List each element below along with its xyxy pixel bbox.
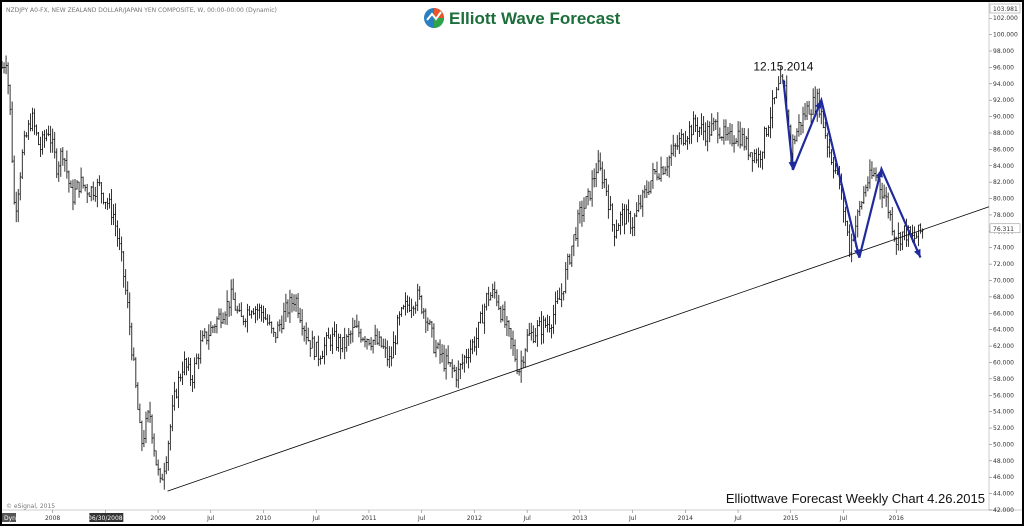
y-tick-label: 80.000 bbox=[993, 196, 1014, 203]
y-tick-label: 100.000 bbox=[993, 32, 1018, 39]
y-tick-label: 92.000 bbox=[993, 97, 1014, 104]
y-tick-label: 58.000 bbox=[993, 376, 1014, 383]
y-tick-label: 74.000 bbox=[993, 245, 1014, 252]
x-tick-label: Jul bbox=[628, 515, 637, 522]
y-tick-label: 56.000 bbox=[993, 392, 1014, 399]
wave-lines bbox=[782, 79, 922, 259]
x-tick-label: 2014 bbox=[678, 515, 693, 522]
last-price-label: 76.311 bbox=[993, 226, 1014, 233]
corner-label: Dyn bbox=[4, 515, 16, 522]
y-tick-label: 64.000 bbox=[993, 327, 1014, 334]
y-tick-label: 44.000 bbox=[993, 491, 1014, 498]
wave-arrowhead bbox=[815, 100, 822, 109]
x-tick-label: Jul bbox=[417, 515, 426, 522]
x-tick-label: 2008 bbox=[45, 515, 60, 522]
y-tick-label: 98.000 bbox=[993, 48, 1014, 55]
price-bars bbox=[0, 55, 924, 490]
y-tick-label: 68.000 bbox=[993, 294, 1014, 301]
x-tick-label: 06/30/2008 bbox=[88, 515, 123, 522]
y-tick-label: 66.000 bbox=[993, 310, 1014, 317]
trendline-group bbox=[167, 206, 990, 492]
y-tick-label: 42.000 bbox=[993, 507, 1014, 514]
x-tick-label: 2013 bbox=[572, 515, 587, 522]
y-tick-label: 102.000 bbox=[993, 15, 1018, 22]
y-tick-label: 94.000 bbox=[993, 81, 1014, 88]
annotations: 12.15.2014 bbox=[753, 60, 813, 74]
y-tick-label: 48.000 bbox=[993, 458, 1014, 465]
y-tick-label: 52.000 bbox=[993, 425, 1014, 432]
corner-button[interactable] bbox=[2, 513, 16, 522]
y-tick-label: 72.000 bbox=[993, 261, 1014, 268]
x-tick-label: Jul bbox=[206, 515, 215, 522]
time-axis bbox=[2, 510, 1022, 524]
y-axis-ticks: 102.000 100.000 98.000 96.000 94.000 92.000 90… bbox=[989, 3, 1021, 514]
x-tick-label: 2009 bbox=[150, 515, 165, 522]
wave-arrowhead bbox=[914, 248, 921, 258]
y-tick-label: 60.000 bbox=[993, 359, 1014, 366]
plot-area bbox=[2, 2, 989, 510]
x-axis-ticks: 2008 06/30/2008 2009 Jul 2010 Jul 2011 Jul 2012 J… bbox=[45, 510, 904, 522]
y-tick-label: 86.000 bbox=[993, 146, 1014, 153]
y-top-label: 103.981 bbox=[993, 6, 1018, 13]
y-top-box bbox=[989, 3, 1021, 14]
logo: Elliott Wave Forecast bbox=[424, 8, 621, 28]
x-tick-label: Jul bbox=[523, 515, 532, 522]
y-tick-label: 78.000 bbox=[993, 212, 1014, 219]
y-tick-label: 84.000 bbox=[993, 163, 1014, 170]
x-tick-label: 2016 bbox=[889, 515, 904, 522]
y-tick-label: 96.000 bbox=[993, 64, 1014, 71]
x-tick-label: 2015 bbox=[783, 515, 798, 522]
y-tick-label: 54.000 bbox=[993, 409, 1014, 416]
y-tick-label: 50.000 bbox=[993, 441, 1014, 448]
wave-arrowhead bbox=[876, 169, 883, 178]
y-tick-label: 70.000 bbox=[993, 278, 1014, 285]
annotation-label: 12.15.2014 bbox=[753, 60, 813, 74]
x-tick-label: 2012 bbox=[467, 515, 482, 522]
x-tick-label: Jul bbox=[733, 515, 742, 522]
last-price-box bbox=[989, 223, 1021, 234]
y-tick-label: 82.000 bbox=[993, 179, 1014, 186]
x-tick-label: 2011 bbox=[361, 515, 376, 522]
wave-polyline bbox=[782, 79, 922, 259]
x-tick-label: Jul bbox=[839, 515, 848, 522]
y-tick-label: 62.000 bbox=[993, 343, 1014, 350]
trendline bbox=[167, 206, 990, 492]
x-tick-label: 2010 bbox=[256, 515, 271, 522]
y-tick-label: 88.000 bbox=[993, 130, 1014, 137]
price-axis bbox=[989, 2, 1022, 510]
x-tick-label: Jul bbox=[312, 515, 321, 522]
symbol-description: NZDJPY A0-FX, NEW ZEALAND DOLLAR/JAPAN Y… bbox=[6, 7, 277, 14]
chart-title: Elliottwave Forecast Weekly Chart 4.26.2… bbox=[726, 491, 985, 506]
logo-text: Elliott Wave Forecast bbox=[449, 9, 621, 28]
y-tick-label: 46.000 bbox=[993, 474, 1014, 481]
y-tick-label: 90.000 bbox=[993, 114, 1014, 121]
wave-arrowhead bbox=[854, 248, 861, 258]
wave-arrowhead bbox=[788, 161, 796, 170]
x-tick-highlight bbox=[89, 513, 124, 522]
copyright-text: © eSignal, 2015 bbox=[6, 503, 55, 510]
